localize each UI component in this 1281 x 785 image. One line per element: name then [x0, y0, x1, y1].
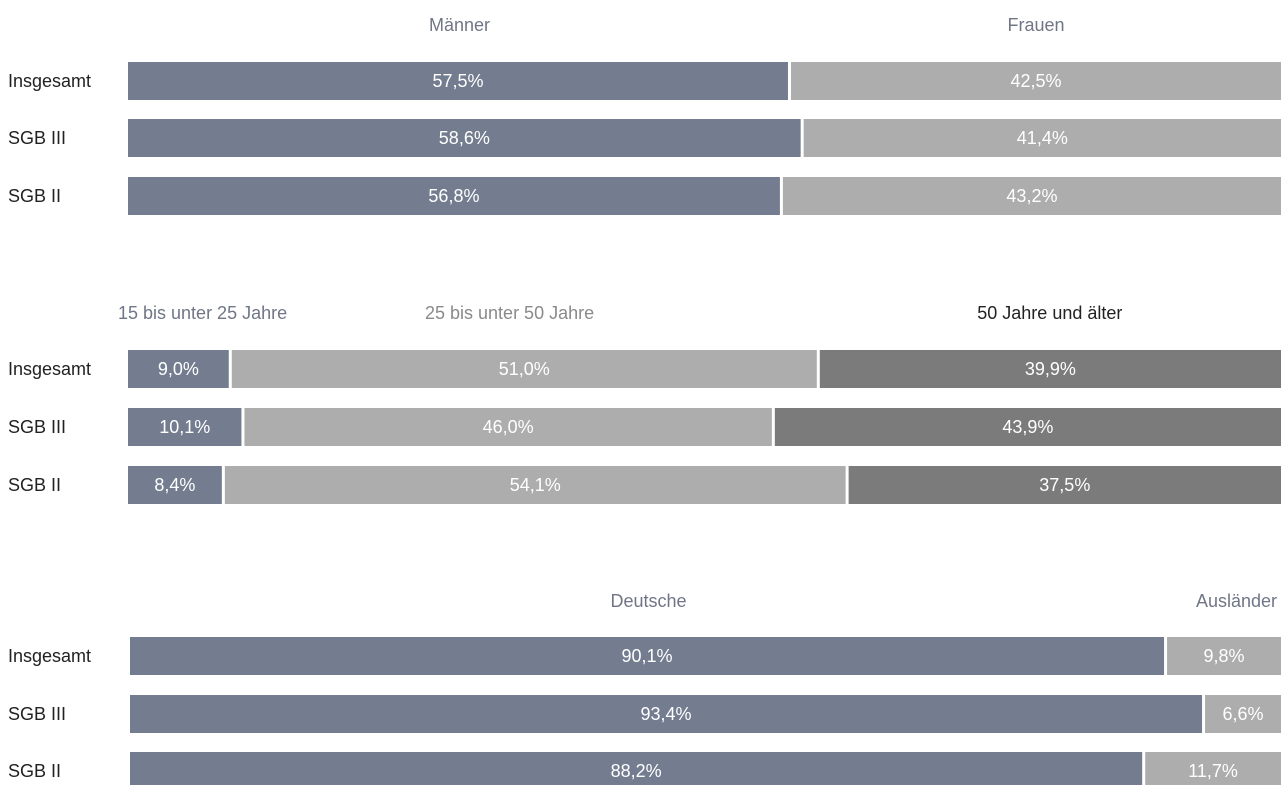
series-header-1-2: 50 Jahre und älter — [977, 303, 1122, 323]
series-header-0-1: Frauen — [1007, 15, 1064, 35]
bar-segment-2-0-0 — [130, 637, 1165, 675]
data-label-0-2-1: 43,2% — [1006, 186, 1057, 206]
series-header-2-0: Deutsche — [611, 591, 687, 611]
row-label-1-0: Insgesamt — [8, 359, 91, 379]
bar-segment-0-1-0 — [128, 119, 801, 157]
bar-segment-1-0-0 — [128, 350, 229, 388]
data-label-2-1-0: 93,4% — [640, 704, 691, 724]
data-label-1-1-0: 10,1% — [159, 417, 210, 437]
data-label-1-1-1: 46,0% — [483, 417, 534, 437]
row-label-1-1: SGB III — [8, 417, 66, 437]
row-label-2-1: SGB III — [8, 704, 66, 724]
bar-segment-1-1-2 — [774, 408, 1281, 446]
series-header-1-1: 25 bis unter 50 Jahre — [425, 303, 594, 323]
data-label-2-0-0: 90,1% — [622, 646, 673, 666]
data-label-0-1-0: 58,6% — [439, 128, 490, 148]
data-label-0-0-0: 57,5% — [432, 71, 483, 91]
bar-segment-1-0-1 — [231, 350, 817, 388]
bar-segment-1-1-0 — [128, 408, 242, 446]
data-label-1-2-1: 54,1% — [510, 475, 561, 495]
data-label-1-1-2: 43,9% — [1002, 417, 1053, 437]
bar-segment-0-0-0 — [128, 62, 788, 100]
bar-segment-2-0-1 — [1167, 637, 1281, 675]
bar-segment-2-2-0 — [130, 752, 1143, 785]
bar-segment-1-2-1 — [224, 466, 846, 504]
row-label-0-0: Insgesamt — [8, 71, 91, 91]
data-label-0-0-1: 42,5% — [1010, 71, 1061, 91]
data-label-2-1-1: 6,6% — [1223, 704, 1264, 724]
row-label-0-2: SGB II — [8, 186, 61, 206]
series-header-1-0: 15 bis unter 25 Jahre — [118, 303, 287, 323]
bar-segment-0-0-1 — [790, 62, 1281, 100]
data-label-2-2-1: 11,7% — [1188, 761, 1238, 781]
data-label-1-0-0: 9,0% — [158, 359, 199, 379]
data-label-2-0-1: 9,8% — [1204, 646, 1245, 666]
data-label-2-2-0: 88,2% — [611, 761, 662, 781]
data-label-0-2-0: 56,8% — [428, 186, 479, 206]
series-header-2-1: Ausländer — [1196, 591, 1277, 611]
data-label-1-0-1: 51,0% — [499, 359, 550, 379]
bar-segment-1-1-1 — [244, 408, 772, 446]
bar-segment-2-1-1 — [1205, 695, 1281, 733]
data-label-0-1-1: 41,4% — [1017, 128, 1068, 148]
data-label-1-2-0: 8,4% — [154, 475, 195, 495]
bar-segment-0-2-1 — [782, 177, 1281, 215]
row-label-2-0: Insgesamt — [8, 646, 91, 666]
row-label-2-2: SGB II — [8, 761, 61, 781]
series-header-0-0: Männer — [429, 15, 490, 35]
data-label-1-0-2: 39,9% — [1025, 359, 1076, 379]
bar-segment-1-2-2 — [848, 466, 1281, 504]
bar-segment-1-0-2 — [819, 350, 1281, 388]
row-label-0-1: SGB III — [8, 128, 66, 148]
bar-segment-0-1-1 — [803, 119, 1281, 157]
bar-segment-1-2-0 — [128, 466, 222, 504]
bar-segment-0-2-0 — [128, 177, 780, 215]
bar-segment-2-1-0 — [130, 695, 1203, 733]
row-label-1-2: SGB II — [8, 475, 61, 495]
bar-segment-2-2-1 — [1145, 752, 1281, 785]
data-label-1-2-2: 37,5% — [1039, 475, 1090, 495]
